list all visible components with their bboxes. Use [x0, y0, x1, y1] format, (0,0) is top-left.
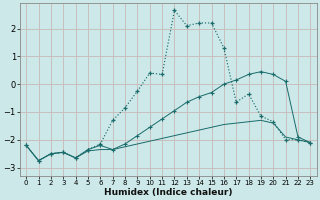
X-axis label: Humidex (Indice chaleur): Humidex (Indice chaleur) — [104, 188, 233, 197]
